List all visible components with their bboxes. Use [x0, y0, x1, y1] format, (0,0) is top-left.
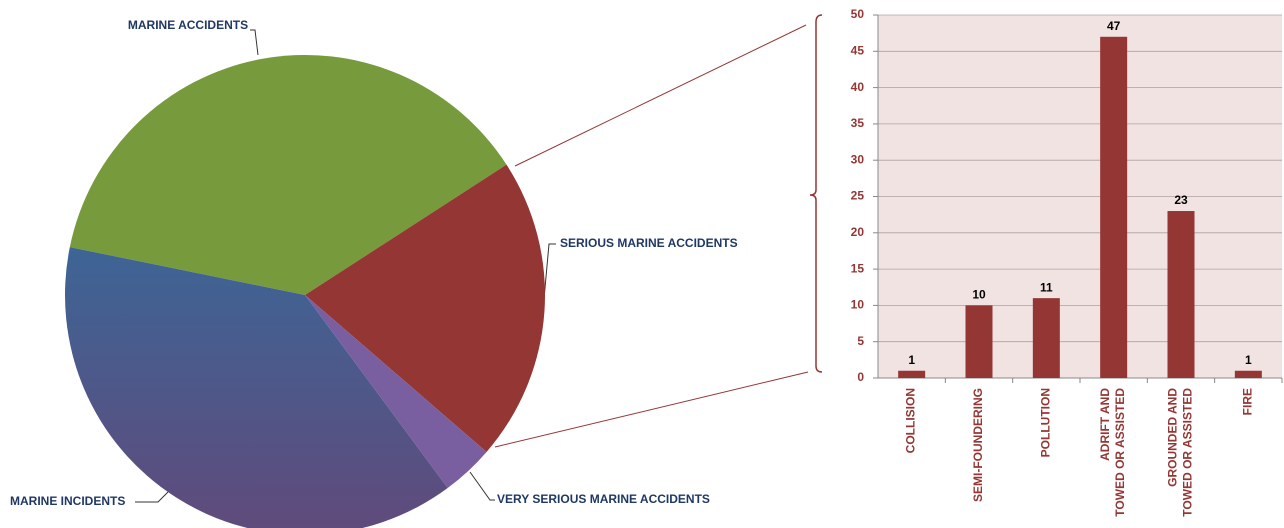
x-tick-label: SEMI-FOUNDERING	[971, 388, 985, 502]
value-label: 23	[1174, 193, 1188, 207]
y-tick-label: 10	[851, 298, 865, 312]
slice-label: MARINE INCIDENTS	[10, 494, 125, 508]
y-tick-label: 30	[851, 152, 865, 166]
bar	[1234, 370, 1262, 378]
leader-line	[469, 471, 495, 501]
y-tick-label: 20	[851, 225, 865, 239]
bracket	[809, 14, 823, 373]
connector	[514, 24, 807, 167]
y-tick-label: 40	[851, 80, 865, 94]
slice-label: VERY SERIOUS MARINE ACCIDENTS	[497, 492, 710, 506]
leader-line	[135, 491, 169, 503]
value-label: 10	[972, 288, 986, 302]
y-tick-label: 0	[857, 370, 864, 384]
pie-slice	[305, 164, 545, 452]
bar	[965, 305, 993, 378]
x-tick-label: GROUNDED ANDTOWED OR ASSISTED	[1166, 388, 1195, 517]
value-label: 1	[908, 353, 915, 367]
y-tick-label: 25	[851, 189, 865, 203]
y-tick-label: 45	[851, 43, 865, 57]
pie-slice	[305, 295, 487, 488]
x-tick-label: FIRE	[1241, 388, 1255, 415]
leader-line	[542, 243, 556, 311]
y-tick-label: 35	[851, 116, 865, 130]
y-tick-label: 5	[857, 334, 864, 348]
slice-label: SERIOUS MARINE ACCIDENTS	[560, 236, 738, 250]
y-tick-label: 15	[851, 261, 865, 275]
pie-slice	[69, 54, 507, 295]
x-tick-label: POLLUTION	[1039, 388, 1053, 457]
bar	[898, 370, 926, 378]
bar	[1100, 36, 1128, 378]
connector	[494, 371, 809, 448]
slice-label: MARINE ACCIDENTS	[128, 18, 248, 32]
bar	[1032, 298, 1060, 378]
x-tick-label: ADRIFT ANDTOWED OR ASSISTED	[1098, 388, 1127, 517]
bar	[1167, 211, 1195, 378]
x-tick-label: COLLISION	[904, 388, 918, 453]
value-label: 1	[1245, 353, 1252, 367]
value-label: 11	[1040, 280, 1053, 294]
y-tick-label: 50	[851, 7, 865, 21]
leader-line	[250, 29, 259, 56]
pie-slice	[65, 247, 448, 528]
value-label: 47	[1107, 19, 1121, 33]
